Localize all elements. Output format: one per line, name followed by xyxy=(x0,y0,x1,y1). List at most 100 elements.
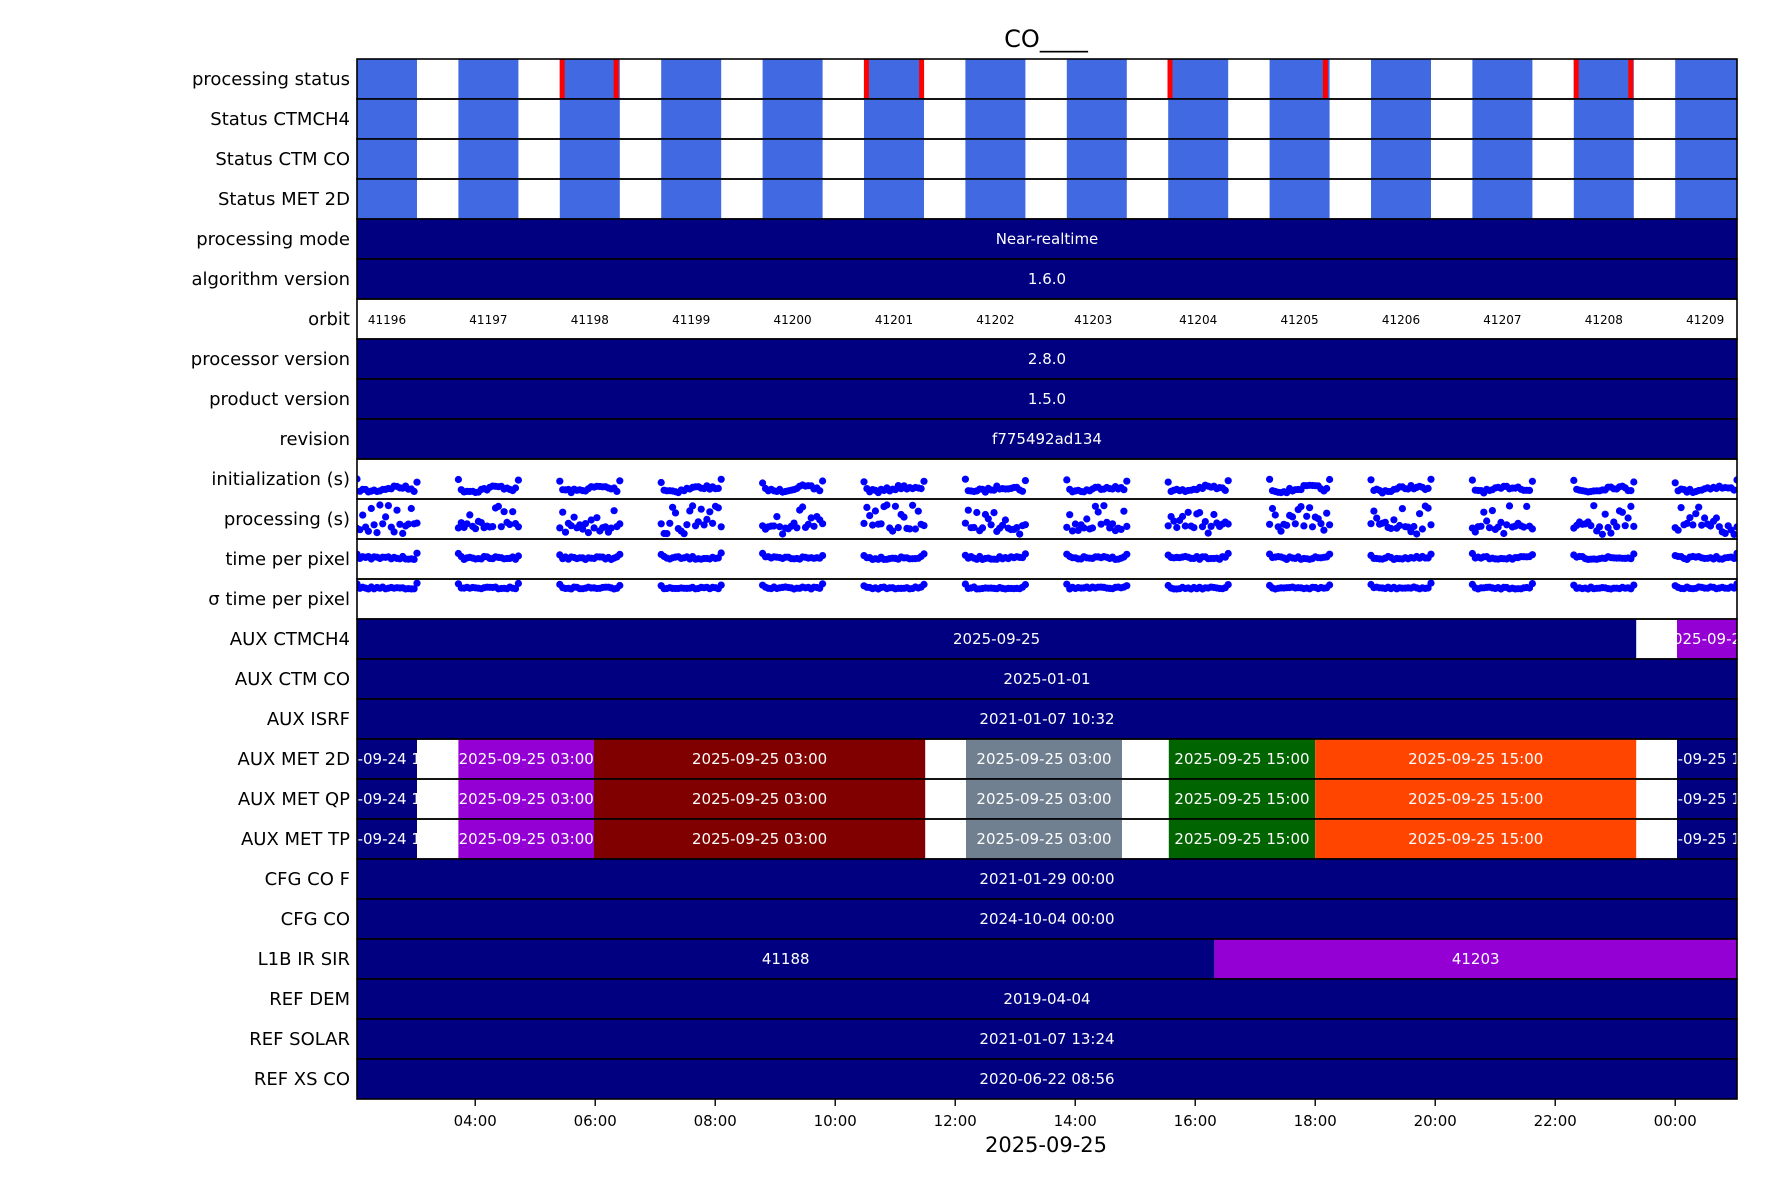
scatter-point xyxy=(1505,502,1514,510)
scatter-point xyxy=(860,478,868,486)
scatter-point xyxy=(816,487,824,495)
orbit-number: 41202 xyxy=(976,313,1014,327)
scatter-point xyxy=(1080,524,1088,532)
bar-segment xyxy=(1168,779,1316,819)
scatter-point xyxy=(1308,523,1317,531)
scatter-point xyxy=(1164,522,1172,530)
status-block xyxy=(1269,179,1330,219)
scatter-point xyxy=(1291,520,1299,528)
segment-label: 2025-09-25 03:00 xyxy=(692,790,827,808)
scatter-point xyxy=(514,476,523,484)
row-content xyxy=(357,59,1737,99)
error-marker xyxy=(1167,59,1173,99)
scatter-point xyxy=(587,516,595,524)
scatter-point xyxy=(669,503,677,511)
scatter-point xyxy=(1418,525,1426,533)
orbit-number: 41198 xyxy=(571,313,609,327)
status-block xyxy=(864,99,924,139)
bar-segment xyxy=(357,659,1737,699)
row-label: product version xyxy=(209,389,350,410)
row-content: 2025-09-25 2025-09-26 xyxy=(357,619,1737,659)
bar-segment xyxy=(357,419,1737,459)
row-frame xyxy=(356,298,1738,340)
status-block xyxy=(1573,99,1634,139)
scatter-point xyxy=(1733,549,1737,557)
scatter-point xyxy=(497,523,505,531)
scatter-point xyxy=(909,501,917,509)
scatter-point xyxy=(1306,504,1314,512)
scatter-point xyxy=(1108,520,1117,528)
row-label: AUX MET 2D xyxy=(238,749,350,770)
segment-label: 2019-04-04 xyxy=(1003,990,1090,1008)
status-block xyxy=(458,99,519,139)
scatter-point xyxy=(613,487,621,495)
scatter-point xyxy=(373,529,381,537)
bar-segment xyxy=(594,739,926,779)
scatter-point xyxy=(1528,551,1536,559)
scatter-point xyxy=(1497,518,1505,527)
row-ref-solar: REF SOLAR 2021-01-07 13:24 xyxy=(249,1018,1738,1060)
segment-label: 2025-09-25 xyxy=(953,630,1040,648)
segment-label: 2025-09-25 03:00 xyxy=(692,830,827,848)
scatter-point xyxy=(1686,514,1694,522)
status-block xyxy=(1472,179,1533,219)
scatter-point xyxy=(689,502,697,510)
scatter-point xyxy=(697,505,705,513)
row-processor-version: processor version 2.8.0 xyxy=(191,338,1738,380)
bar-segment xyxy=(357,219,1737,259)
scatter-point xyxy=(1410,522,1418,531)
row-label: REF SOLAR xyxy=(249,1029,350,1050)
bar-segment xyxy=(1677,779,1737,819)
segment-label: 2021-01-07 10:32 xyxy=(979,710,1114,728)
row-aux-ctm-co: AUX CTM CO 2025-01-01 xyxy=(235,658,1738,700)
orbit-number: 41204 xyxy=(1179,313,1217,327)
x-tick-label: 20:00 xyxy=(1414,1112,1457,1130)
scatter-point xyxy=(1525,486,1534,494)
scatter-point xyxy=(964,506,972,514)
scatter-point xyxy=(1390,516,1398,524)
scatter-point xyxy=(1698,521,1706,529)
scatter-point xyxy=(1689,521,1697,529)
scatter-point xyxy=(489,523,497,531)
scatter-point xyxy=(900,513,908,521)
bar-segment xyxy=(357,859,1737,899)
scatter-point xyxy=(357,475,361,483)
x-tick-label: 18:00 xyxy=(1294,1112,1337,1130)
scatter-point xyxy=(671,509,680,517)
scatter-point xyxy=(1320,526,1328,534)
row-label: orbit xyxy=(308,309,350,330)
scatter-point xyxy=(463,520,471,528)
scatter-point xyxy=(683,521,691,529)
row-content: 2021-01-07 10:32 xyxy=(357,699,1737,739)
status-block xyxy=(864,179,924,219)
segment-label: 2025-09-25 15:00 xyxy=(1639,790,1771,808)
bar-segment xyxy=(357,1059,1737,1099)
status-block xyxy=(1066,139,1127,179)
scatter-point xyxy=(906,525,914,533)
status-block xyxy=(864,59,924,99)
scatter-point xyxy=(1715,523,1723,531)
scatter-point xyxy=(1088,524,1097,532)
scatter-point xyxy=(1613,523,1621,531)
scatter-point xyxy=(1018,487,1027,495)
error-marker xyxy=(613,59,619,99)
scatter-point xyxy=(1387,524,1395,533)
timeline-rows: processing status Status CTMCH4 Status CTM… xyxy=(191,58,1771,1100)
scatter-point xyxy=(1701,514,1709,522)
row-orbit: orbit 41196 41197 41198 41199 41200 41201 41202… xyxy=(308,298,1738,340)
error-marker xyxy=(559,59,565,99)
status-block xyxy=(965,99,1026,139)
segment-label: 2024-10-04 00:00 xyxy=(979,910,1114,928)
scatter-point xyxy=(1373,514,1381,522)
status-block xyxy=(864,139,924,179)
bar-segment xyxy=(1315,739,1637,779)
row-status-met-2d: Status MET 2D xyxy=(218,178,1738,220)
scatter-point xyxy=(1733,580,1737,588)
scatter-point xyxy=(1630,522,1638,531)
bar-segment xyxy=(1677,739,1737,779)
error-marker xyxy=(919,59,925,99)
scatter-point xyxy=(700,521,708,529)
scatter-point xyxy=(1094,508,1102,516)
status-block xyxy=(1472,139,1533,179)
